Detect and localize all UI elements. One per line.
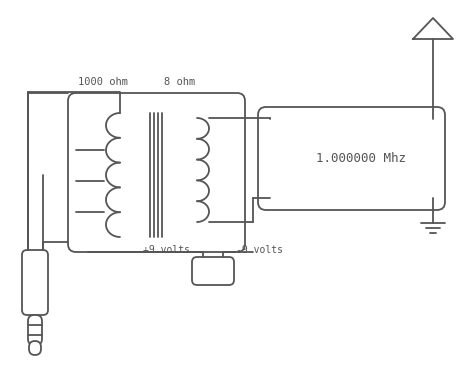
- Text: 8 ohm: 8 ohm: [164, 77, 195, 87]
- Text: 1000 ohm: 1000 ohm: [78, 77, 128, 87]
- FancyBboxPatch shape: [22, 250, 48, 315]
- Text: +9 volts: +9 volts: [143, 245, 190, 255]
- FancyBboxPatch shape: [258, 107, 445, 210]
- FancyBboxPatch shape: [28, 315, 42, 345]
- Text: 1.000000 Mhz: 1.000000 Mhz: [316, 152, 406, 166]
- FancyBboxPatch shape: [192, 257, 234, 285]
- FancyBboxPatch shape: [29, 341, 41, 355]
- FancyBboxPatch shape: [68, 93, 245, 252]
- Text: -9 volts: -9 volts: [236, 245, 283, 255]
